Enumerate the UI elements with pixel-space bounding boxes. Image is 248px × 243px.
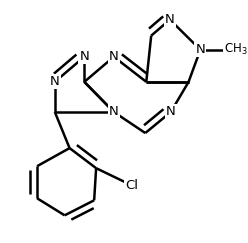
Text: CH$_3$: CH$_3$ — [224, 42, 248, 57]
Text: N: N — [165, 13, 175, 26]
Text: N: N — [166, 105, 176, 119]
Text: N: N — [50, 75, 60, 88]
Text: N: N — [109, 50, 119, 63]
Text: N: N — [79, 50, 89, 63]
Text: N: N — [109, 105, 119, 119]
Text: Cl: Cl — [125, 179, 138, 192]
Text: N: N — [195, 43, 205, 56]
